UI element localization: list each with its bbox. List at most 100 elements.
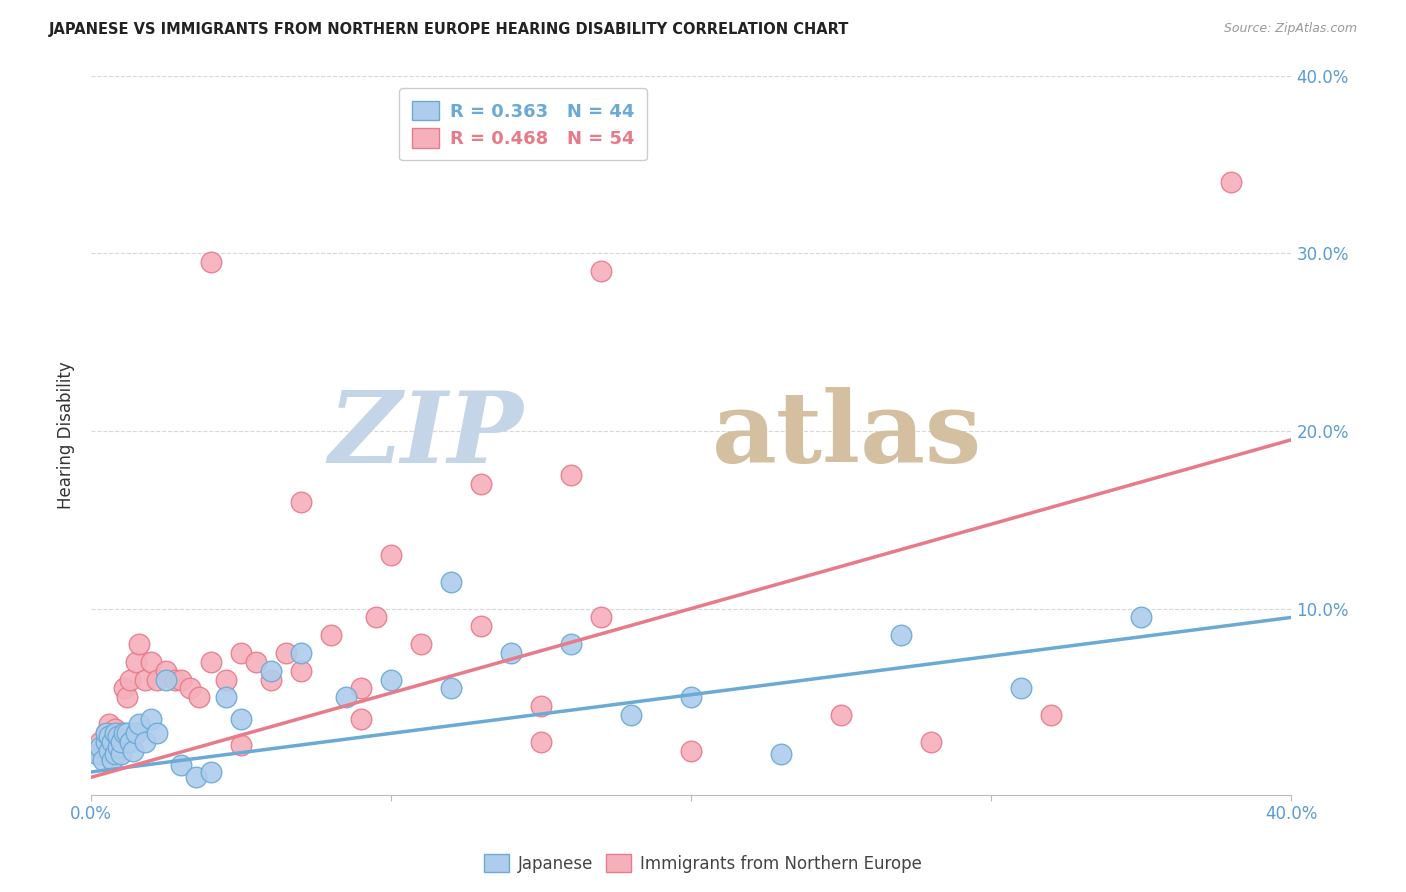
Point — [231, 739, 253, 753]
Point — [380, 548, 402, 562]
Point — [134, 735, 156, 749]
Point — [101, 735, 124, 749]
Point — [890, 628, 912, 642]
Point — [134, 673, 156, 687]
Point — [681, 690, 703, 705]
Point — [101, 752, 124, 766]
Point — [215, 690, 238, 705]
Point — [770, 747, 793, 762]
Point — [170, 673, 193, 687]
Point — [200, 764, 222, 779]
Point — [170, 757, 193, 772]
Point — [155, 664, 177, 678]
Point — [125, 655, 148, 669]
Point — [245, 655, 267, 669]
Point — [115, 690, 138, 705]
Point — [128, 637, 150, 651]
Point — [530, 735, 553, 749]
Point — [290, 664, 312, 678]
Point — [91, 752, 114, 766]
Point — [110, 726, 132, 740]
Point — [96, 726, 118, 740]
Point — [200, 255, 222, 269]
Point — [96, 726, 118, 740]
Point — [110, 735, 132, 749]
Point — [115, 726, 138, 740]
Point — [350, 712, 373, 726]
Point — [112, 681, 135, 696]
Point — [104, 744, 127, 758]
Point — [104, 747, 127, 762]
Legend: R = 0.363   N = 44, R = 0.468   N = 54: R = 0.363 N = 44, R = 0.468 N = 54 — [399, 88, 647, 161]
Point — [104, 726, 127, 740]
Point — [681, 744, 703, 758]
Point — [215, 673, 238, 687]
Point — [591, 610, 613, 624]
Point — [366, 610, 388, 624]
Point — [112, 726, 135, 740]
Point — [89, 735, 111, 749]
Text: JAPANESE VS IMMIGRANTS FROM NORTHERN EUROPE HEARING DISABILITY CORRELATION CHART: JAPANESE VS IMMIGRANTS FROM NORTHERN EUR… — [49, 22, 849, 37]
Point — [186, 770, 208, 784]
Point — [200, 655, 222, 669]
Point — [501, 646, 523, 660]
Point — [560, 637, 582, 651]
Point — [146, 673, 169, 687]
Text: ZIP: ZIP — [328, 387, 523, 483]
Text: Source: ZipAtlas.com: Source: ZipAtlas.com — [1223, 22, 1357, 36]
Point — [380, 673, 402, 687]
Point — [98, 730, 121, 744]
Point — [96, 735, 118, 749]
Point — [530, 699, 553, 714]
Point — [179, 681, 201, 696]
Point — [350, 681, 373, 696]
Point — [1040, 708, 1063, 723]
Point — [141, 655, 163, 669]
Point — [335, 690, 357, 705]
Point — [120, 735, 142, 749]
Text: atlas: atlas — [713, 387, 983, 483]
Point — [1130, 610, 1153, 624]
Point — [120, 673, 142, 687]
Point — [591, 264, 613, 278]
Point — [290, 646, 312, 660]
Point — [1010, 681, 1032, 696]
Point — [122, 744, 145, 758]
Point — [107, 735, 129, 749]
Point — [470, 477, 492, 491]
Point — [620, 708, 643, 723]
Point — [260, 664, 283, 678]
Point — [101, 730, 124, 744]
Point — [107, 730, 129, 744]
Point — [101, 747, 124, 762]
Point — [470, 619, 492, 633]
Point — [155, 673, 177, 687]
Point — [98, 744, 121, 758]
Point — [290, 495, 312, 509]
Point — [440, 681, 463, 696]
Point — [91, 747, 114, 762]
Legend: Japanese, Immigrants from Northern Europe: Japanese, Immigrants from Northern Europ… — [478, 847, 928, 880]
Point — [104, 723, 127, 737]
Point — [141, 712, 163, 726]
Point — [260, 673, 283, 687]
Point — [96, 735, 118, 749]
Point — [411, 637, 433, 651]
Point — [231, 712, 253, 726]
Point — [920, 735, 942, 749]
Point — [321, 628, 343, 642]
Point — [1220, 175, 1243, 189]
Point — [560, 468, 582, 483]
Point — [89, 740, 111, 755]
Point — [107, 740, 129, 755]
Point — [86, 744, 108, 758]
Point — [98, 717, 121, 731]
Point — [128, 717, 150, 731]
Point — [125, 726, 148, 740]
Point — [188, 690, 211, 705]
Point — [276, 646, 298, 660]
Point — [440, 574, 463, 589]
Y-axis label: Hearing Disability: Hearing Disability — [58, 361, 75, 509]
Point — [231, 646, 253, 660]
Point — [86, 747, 108, 762]
